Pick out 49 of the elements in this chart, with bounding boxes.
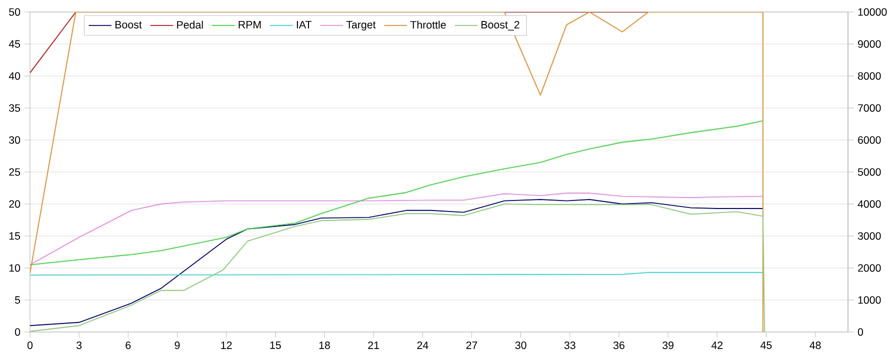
y2-tick-label: 7000 [858, 104, 881, 112]
y2-tick-label: 1000 [858, 296, 881, 304]
x-tick-label: 45 [760, 342, 772, 349]
y-tick-label: 10 [9, 264, 20, 272]
x-tick-label: 21 [368, 342, 379, 349]
y2-tick-label: 5000 [858, 168, 881, 176]
y-tick-label: 45 [8, 40, 20, 48]
line-series [30, 120, 764, 266]
y2-tick-label: 6000 [858, 136, 881, 144]
y2-tick-label: 2000 [858, 264, 881, 272]
x-tick-label: 27 [466, 342, 478, 349]
y-tick-label: 5 [14, 296, 20, 304]
y2-tick-label: 0 [858, 328, 864, 336]
x-tick-label: 12 [221, 342, 232, 349]
y-tick-label: 20 [9, 200, 20, 208]
x-tick-label: 0 [27, 342, 33, 350]
legend-label: Target [346, 20, 376, 31]
y2-tick-label: 8000 [858, 72, 881, 80]
x-tick-label: 9 [174, 342, 180, 350]
legend-label: RPM [238, 20, 261, 28]
y-tick-label: 25 [9, 168, 20, 176]
x-tick-label: 24 [417, 342, 428, 349]
line-series [30, 12, 764, 332]
x-tick-label: 42 [711, 342, 723, 349]
y-tick-label: 50 [9, 8, 20, 16]
x-tick-label: 39 [662, 342, 674, 350]
y2-tick-label: 9000 [858, 40, 881, 48]
legend-label: Pedal [177, 20, 203, 29]
y-tick-label: 30 [9, 136, 20, 144]
y2-tick-label: 3000 [858, 232, 881, 240]
legend-label: Throttle [410, 20, 446, 29]
legend-label: Boost [115, 20, 142, 28]
legend-label: Boost_2 [482, 20, 520, 30]
y-tick-label: 35 [9, 104, 20, 112]
line-series [30, 192, 764, 266]
legend-label: IAT [296, 20, 312, 28]
x-tick-label: 36 [613, 342, 624, 350]
x-tick-label: 18 [319, 342, 330, 350]
x-tick-label: 48 [810, 342, 821, 350]
x-tick-label: 3 [76, 342, 82, 350]
x-tick-label: 30 [515, 342, 526, 350]
y-tick-label: 40 [8, 72, 20, 80]
y2-tick-label: 10000 [858, 8, 887, 16]
y2-tick-label: 4000 [858, 200, 881, 208]
x-tick-label: 33 [564, 342, 576, 350]
x-tick-label: 6 [126, 342, 131, 350]
y-tick-label: 15 [9, 232, 20, 240]
y-tick-label: 0 [14, 328, 20, 336]
x-tick-label: 15 [270, 342, 281, 349]
